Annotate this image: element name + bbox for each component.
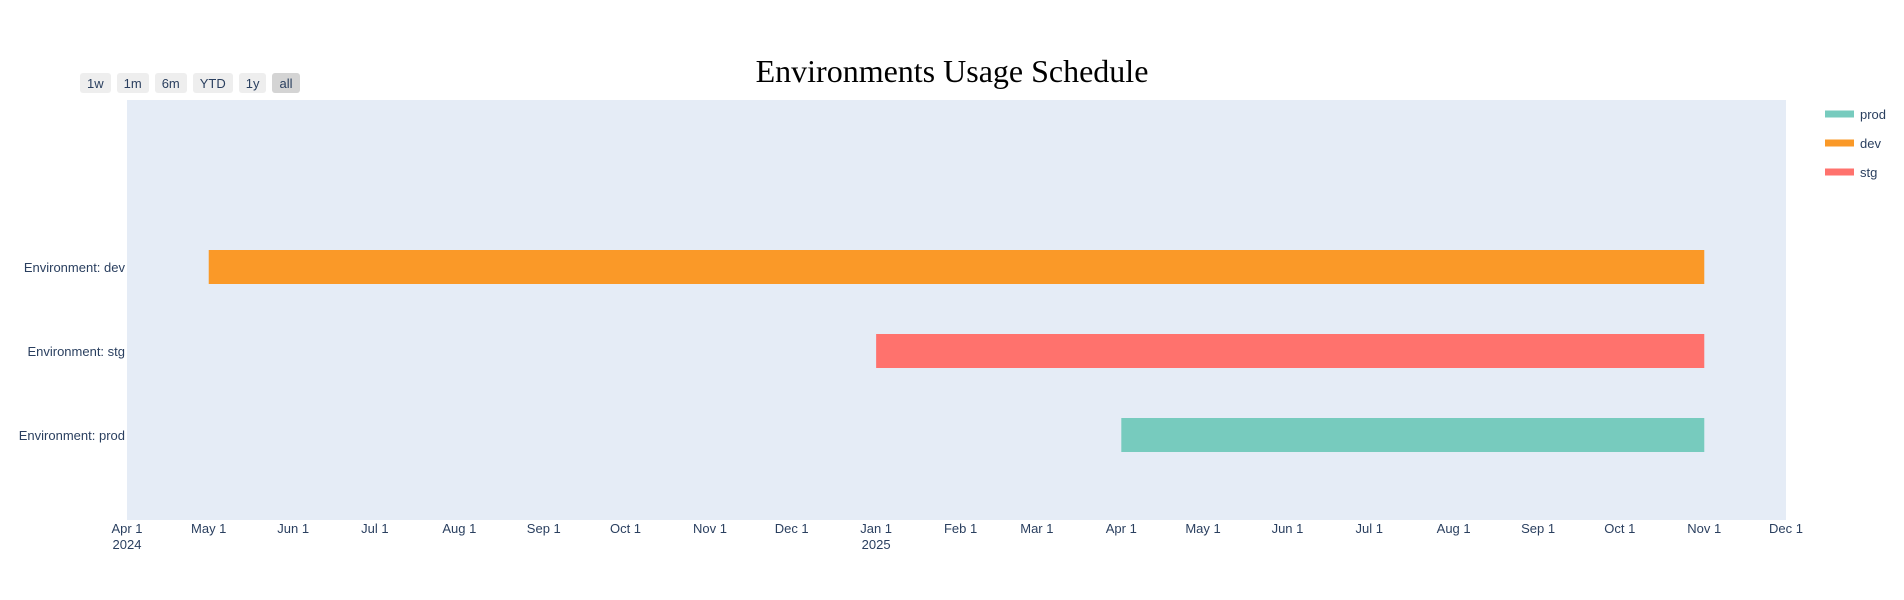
y-axis: Environment: dev Environment: stg Environm… xyxy=(19,260,126,443)
x-tick-label: Nov 1 xyxy=(1687,521,1721,536)
x-tick-label: Aug 1 xyxy=(1437,521,1471,536)
plot-area xyxy=(127,100,1786,520)
range-1w-button[interactable]: 1w xyxy=(80,73,111,93)
x-tick-year-label: 2024 xyxy=(113,537,142,552)
x-tick-label: Jun 1 xyxy=(1272,521,1304,536)
x-tick-year-label: 2025 xyxy=(862,537,891,552)
bar-stg xyxy=(876,334,1705,368)
x-tick-label: Jul 1 xyxy=(1355,521,1382,536)
x-tick-label: Jun 1 xyxy=(277,521,309,536)
x-tick-label: Apr 1 xyxy=(1106,521,1137,536)
bar-dev xyxy=(208,250,1705,284)
legend-label-prod: prod xyxy=(1860,107,1886,122)
x-tick-label: Aug 1 xyxy=(442,521,476,536)
x-tick-label: Feb 1 xyxy=(944,521,977,536)
range-all-button[interactable]: all xyxy=(272,73,300,93)
legend-label-stg: stg xyxy=(1860,165,1877,180)
x-tick-label: Apr 1 xyxy=(111,521,142,536)
y-tick-label: Environment: stg xyxy=(27,344,125,359)
x-tick-label: Jul 1 xyxy=(361,521,388,536)
x-tick-label: Sep 1 xyxy=(1521,521,1555,536)
x-tick-label: May 1 xyxy=(191,521,226,536)
x-tick-label: Mar 1 xyxy=(1020,521,1053,536)
range-selector: 1w 1m 6m YTD 1y all xyxy=(80,73,300,93)
chart-title: Environments Usage Schedule xyxy=(756,53,1149,89)
x-tick-label: Sep 1 xyxy=(527,521,561,536)
x-tick-label: Nov 1 xyxy=(693,521,727,536)
y-tick-label: Environment: dev xyxy=(24,260,126,275)
y-tick-label: Environment: prod xyxy=(19,428,125,443)
bar-prod xyxy=(1121,418,1705,452)
x-tick-label: Dec 1 xyxy=(1769,521,1803,536)
legend: prod dev stg xyxy=(1825,107,1886,180)
x-tick-label: Oct 1 xyxy=(610,521,641,536)
range-6m-button[interactable]: 6m xyxy=(154,73,187,93)
x-tick-label: Oct 1 xyxy=(1604,521,1635,536)
range-1m-button[interactable]: 1m xyxy=(116,73,149,93)
range-ytd-button[interactable]: YTD xyxy=(192,73,233,93)
bars-layer xyxy=(208,250,1705,452)
x-tick-label: Jan 1 xyxy=(860,521,892,536)
x-tick-label: Dec 1 xyxy=(775,521,809,536)
legend-label-dev: dev xyxy=(1860,136,1881,151)
range-1y-button[interactable]: 1y xyxy=(238,73,267,93)
x-tick-label: May 1 xyxy=(1185,521,1220,536)
